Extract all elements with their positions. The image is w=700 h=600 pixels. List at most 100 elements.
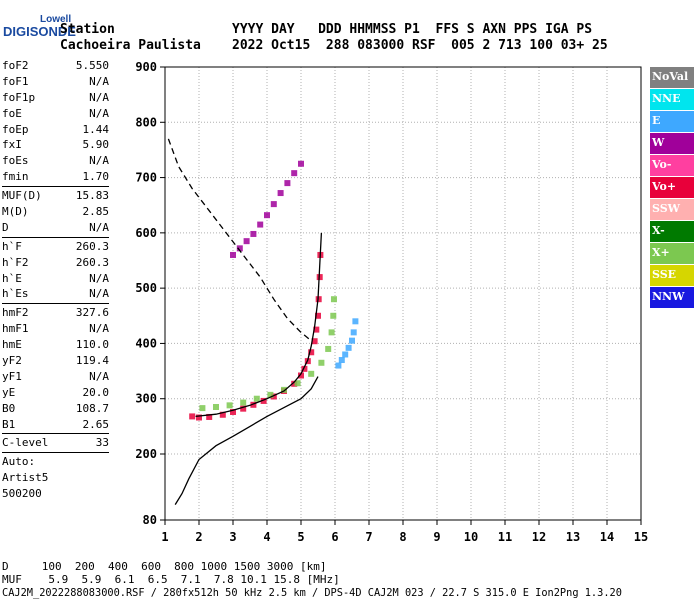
param-row: foEp 1.44 bbox=[2, 122, 109, 138]
param-value: 260.3 bbox=[75, 239, 109, 253]
param-value: N/A bbox=[89, 90, 109, 104]
echo-point-vo bbox=[250, 401, 257, 408]
param-name: h`F bbox=[2, 239, 22, 253]
param-name: foF2 bbox=[2, 59, 29, 72]
param-value: 2.65 bbox=[82, 417, 110, 431]
echo-point-w bbox=[230, 251, 236, 258]
echo-point-x bbox=[240, 399, 247, 406]
param-row: MUF(D) 15.83 bbox=[2, 188, 109, 204]
param-value: 33 bbox=[95, 436, 109, 450]
line-trace bbox=[195, 232, 323, 418]
echo-point-e bbox=[349, 337, 355, 344]
param-name: h`F2 bbox=[2, 255, 29, 269]
echo-point-vo bbox=[311, 338, 318, 345]
header-columns: YYYY DAY DDD HHMMSS P1 FFS S AXN PPS IGA… bbox=[232, 22, 593, 37]
auto-line: Artist5 bbox=[2, 471, 49, 485]
echo-point-vo bbox=[230, 408, 236, 415]
x-tick-label: 6 bbox=[331, 530, 338, 544]
logo-lowell: Lowell bbox=[40, 14, 72, 25]
echo-point-w bbox=[250, 230, 257, 237]
x-tick-label: 3 bbox=[229, 530, 236, 544]
line-profile bbox=[174, 376, 319, 505]
echo-point-x bbox=[294, 380, 301, 387]
param-value: 1.44 bbox=[82, 122, 110, 136]
footer-distance: D 100 200 400 600 800 1000 1500 3000 [km… bbox=[2, 560, 327, 573]
echo-point-w bbox=[270, 201, 277, 208]
x-tick-label: 10 bbox=[464, 530, 478, 544]
parameter-sidebar: foF2 5.550 foF1 N/A foF1p N/A foE N/A foEp 1.44 fx… bbox=[2, 58, 109, 502]
legend-item-noval: NoVal bbox=[650, 67, 694, 89]
param-row: hmE 110.0 bbox=[2, 337, 109, 353]
param-row: foE N/A bbox=[2, 106, 109, 122]
echo-point-w bbox=[264, 212, 270, 219]
param-name: B1 bbox=[2, 417, 16, 431]
param-row: h`F 260.3 bbox=[2, 239, 109, 255]
param-row: C-level 33 bbox=[2, 435, 109, 451]
param-name: D bbox=[2, 220, 9, 234]
param-value: 260.3 bbox=[75, 255, 109, 269]
param-value: N/A bbox=[89, 287, 109, 301]
plot-frame bbox=[164, 66, 642, 521]
param-value: 327.6 bbox=[75, 306, 109, 320]
echo-point-w bbox=[257, 221, 264, 228]
param-row: D N/A bbox=[2, 220, 109, 236]
param-name: hmF1 bbox=[2, 322, 29, 336]
param-value: N/A bbox=[89, 74, 109, 88]
echo-point-x bbox=[330, 296, 337, 303]
param-row: h`F2 260.3 bbox=[2, 255, 109, 271]
x-tick-label: 15 bbox=[634, 530, 648, 544]
legend-item-e: E bbox=[650, 111, 694, 133]
echo-point-x bbox=[318, 359, 325, 366]
param-row: fxI 5.90 bbox=[2, 137, 109, 153]
x-tick-label: 11 bbox=[498, 530, 512, 544]
param-name: foE bbox=[2, 106, 22, 120]
y-tick-label: 80 bbox=[143, 513, 157, 527]
param-row: yF2 119.4 bbox=[2, 353, 109, 369]
param-name: MUF(D) bbox=[2, 189, 42, 203]
legend-item-w: W bbox=[650, 133, 694, 155]
param-name: hmE bbox=[2, 338, 22, 352]
echo-point-vo bbox=[189, 413, 196, 420]
legend: NoVal NNE E W Vo- Vo+ SSW X- X+ SSE NNW bbox=[650, 67, 694, 309]
echo-point-vo bbox=[196, 414, 202, 421]
echo-point-w bbox=[243, 238, 250, 245]
x-tick-label: 2 bbox=[195, 530, 202, 544]
param-row: yE 20.0 bbox=[2, 385, 109, 401]
param-value: 5.90 bbox=[82, 138, 110, 152]
param-value: N/A bbox=[89, 154, 109, 168]
y-tick-label: 600 bbox=[135, 226, 157, 240]
param-value: N/A bbox=[89, 369, 109, 383]
param-row: foF1 N/A bbox=[2, 74, 109, 90]
echo-point-x bbox=[213, 404, 219, 411]
echo-point-e bbox=[342, 351, 349, 358]
echo-point-e bbox=[338, 357, 345, 364]
param-name: yE bbox=[2, 385, 16, 399]
legend-item-x: X- bbox=[650, 221, 694, 243]
echo-point-vo bbox=[301, 365, 308, 372]
param-value: N/A bbox=[89, 220, 109, 234]
param-row: foF2 5.550 bbox=[2, 58, 109, 74]
auto-line: Auto: bbox=[2, 455, 36, 469]
echo-point-x bbox=[226, 402, 233, 409]
echo-point-vo bbox=[240, 405, 247, 412]
echo-point-vo bbox=[313, 326, 320, 333]
echo-point-x bbox=[328, 329, 335, 336]
legend-item-nnw: NNW bbox=[650, 287, 694, 309]
echo-point-vo bbox=[206, 413, 213, 420]
param-value: 20.0 bbox=[82, 385, 110, 399]
legend-item-vo: Vo+ bbox=[650, 177, 694, 199]
echo-point-vo bbox=[308, 349, 315, 356]
y-tick-label: 800 bbox=[135, 115, 157, 129]
param-row: B1 2.65 bbox=[2, 417, 109, 433]
y-tick-label: 300 bbox=[135, 392, 157, 406]
echo-point-vo bbox=[315, 312, 321, 319]
y-tick-label: 500 bbox=[135, 281, 157, 295]
logo-digisonde: DIGISONDE bbox=[3, 24, 76, 39]
legend-item-ssw: SSW bbox=[650, 199, 694, 221]
param-value: N/A bbox=[89, 271, 109, 285]
x-tick-label: 14 bbox=[600, 530, 614, 544]
echo-point-e bbox=[335, 362, 342, 369]
legend-item-x: X+ bbox=[650, 243, 694, 265]
echo-point-vo bbox=[291, 380, 298, 387]
